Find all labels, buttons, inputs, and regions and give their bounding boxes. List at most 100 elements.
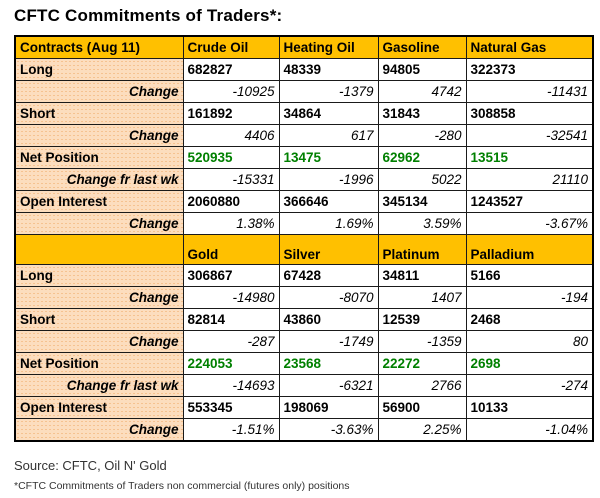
value-cell: -1749 bbox=[278, 330, 379, 353]
header-cell-contracts: Contracts (Aug 11) bbox=[14, 35, 184, 59]
table-row: Change 4406 617 -280 -32541 bbox=[14, 124, 594, 147]
row-label: Change bbox=[14, 212, 184, 235]
table-row: Long 682827 48339 94805 322373 bbox=[14, 58, 594, 81]
row-label: Change fr last wk bbox=[14, 168, 184, 191]
value-cell: -1996 bbox=[278, 168, 379, 191]
row-label: Change bbox=[14, 330, 184, 353]
value-cell: 198069 bbox=[278, 396, 379, 419]
table-row: Change -1.51% -3.63% 2.25% -1.04% bbox=[14, 418, 594, 442]
table-row: Short 82814 43860 12539 2468 bbox=[14, 308, 594, 331]
value-cell: 2766 bbox=[377, 374, 467, 397]
value-cell: 1407 bbox=[377, 286, 467, 309]
value-cell: -1.04% bbox=[465, 418, 594, 442]
table-row: Long 306867 67428 34811 5166 bbox=[14, 264, 594, 287]
value-cell: 12539 bbox=[377, 308, 467, 331]
source-text: Source: CFTC, Oil N' Gold bbox=[14, 458, 167, 473]
value-cell: 5166 bbox=[465, 264, 594, 287]
table-row: Net Position 520935 13475 62962 13515 bbox=[14, 146, 594, 169]
value-cell: 13515 bbox=[465, 146, 594, 169]
value-cell: 34864 bbox=[278, 102, 379, 125]
header-cell-contracts bbox=[14, 234, 184, 265]
header-cell: Gasoline bbox=[377, 35, 467, 59]
row-label: Long bbox=[14, 58, 184, 81]
value-cell: -15331 bbox=[182, 168, 280, 191]
value-cell: 23568 bbox=[278, 352, 379, 375]
value-cell: 1243527 bbox=[465, 190, 594, 213]
row-label: Long bbox=[14, 264, 184, 287]
value-cell: 43860 bbox=[278, 308, 379, 331]
value-cell: -14980 bbox=[182, 286, 280, 309]
value-cell: 13475 bbox=[278, 146, 379, 169]
table-row: Open Interest 2060880 366646 345134 1243527 bbox=[14, 190, 594, 213]
value-cell: 2468 bbox=[465, 308, 594, 331]
cot-table-body: Contracts (Aug 11) Crude Oil Heating Oil Ga… bbox=[14, 35, 594, 442]
header-cell: Natural Gas bbox=[465, 35, 594, 59]
table-row: Change -14980 -8070 1407 -194 bbox=[14, 286, 594, 309]
table-row: Change 1.38% 1.69% 3.59% -3.67% bbox=[14, 212, 594, 235]
row-label: Change bbox=[14, 80, 184, 103]
value-cell: 21110 bbox=[465, 168, 594, 191]
value-cell: 617 bbox=[278, 124, 379, 147]
value-cell: 2.25% bbox=[377, 418, 467, 442]
row-label: Change fr last wk bbox=[14, 374, 184, 397]
value-cell: 94805 bbox=[377, 58, 467, 81]
table-row: Change -287 -1749 -1359 80 bbox=[14, 330, 594, 353]
row-label: Change bbox=[14, 418, 184, 442]
row-label: Net Position bbox=[14, 352, 184, 375]
table-row: Net Position 224053 23568 22272 2698 bbox=[14, 352, 594, 375]
row-label: Open Interest bbox=[14, 190, 184, 213]
value-cell: 22272 bbox=[377, 352, 467, 375]
page-title: CFTC Commitments of Traders*: bbox=[14, 6, 283, 25]
value-cell: 67428 bbox=[278, 264, 379, 287]
value-cell: -3.67% bbox=[465, 212, 594, 235]
row-label: Net Position bbox=[14, 146, 184, 169]
value-cell: 1.69% bbox=[278, 212, 379, 235]
header-cell: Heating Oil bbox=[278, 35, 379, 59]
footer: Source: CFTC, Oil N' Gold *CFTC Commitme… bbox=[14, 458, 592, 492]
value-cell: 4406 bbox=[182, 124, 280, 147]
row-label: Change bbox=[14, 286, 184, 309]
value-cell: -1.51% bbox=[182, 418, 280, 442]
value-cell: 520935 bbox=[182, 146, 280, 169]
value-cell: 682827 bbox=[182, 58, 280, 81]
value-cell: 3.59% bbox=[377, 212, 467, 235]
value-cell: 306867 bbox=[182, 264, 280, 287]
value-cell: 56900 bbox=[377, 396, 467, 419]
value-cell: 345134 bbox=[377, 190, 467, 213]
row-label: Open Interest bbox=[14, 396, 184, 419]
value-cell: 31843 bbox=[377, 102, 467, 125]
value-cell: -1359 bbox=[377, 330, 467, 353]
value-cell: -14693 bbox=[182, 374, 280, 397]
row-label: Short bbox=[14, 308, 184, 331]
value-cell: -10925 bbox=[182, 80, 280, 103]
header-cell: Gold bbox=[182, 234, 280, 265]
value-cell: 224053 bbox=[182, 352, 280, 375]
header-cell: Silver bbox=[278, 234, 379, 265]
header-row: Gold Silver Platinum Palladium bbox=[14, 234, 594, 265]
footnote-text: *CFTC Commitments of Traders non commerc… bbox=[14, 480, 350, 492]
header-cell: Palladium bbox=[465, 234, 594, 265]
value-cell: 10133 bbox=[465, 396, 594, 419]
value-cell: 553345 bbox=[182, 396, 280, 419]
value-cell: 80 bbox=[465, 330, 594, 353]
value-cell: 366646 bbox=[278, 190, 379, 213]
value-cell: -280 bbox=[377, 124, 467, 147]
value-cell: 34811 bbox=[377, 264, 467, 287]
value-cell: 1.38% bbox=[182, 212, 280, 235]
table-row: Short 161892 34864 31843 308858 bbox=[14, 102, 594, 125]
value-cell: -3.63% bbox=[278, 418, 379, 442]
value-cell: -287 bbox=[182, 330, 280, 353]
row-label: Change bbox=[14, 124, 184, 147]
value-cell: 2060880 bbox=[182, 190, 280, 213]
value-cell: -6321 bbox=[278, 374, 379, 397]
value-cell: 161892 bbox=[182, 102, 280, 125]
header-cell: Crude Oil bbox=[182, 35, 280, 59]
table-row: Change -10925 -1379 4742 -11431 bbox=[14, 80, 594, 103]
value-cell: -274 bbox=[465, 374, 594, 397]
row-label: Short bbox=[14, 102, 184, 125]
value-cell: -194 bbox=[465, 286, 594, 309]
value-cell: -8070 bbox=[278, 286, 379, 309]
value-cell: 2698 bbox=[465, 352, 594, 375]
table-row: Change fr last wk -15331 -1996 5022 21110 bbox=[14, 168, 594, 191]
